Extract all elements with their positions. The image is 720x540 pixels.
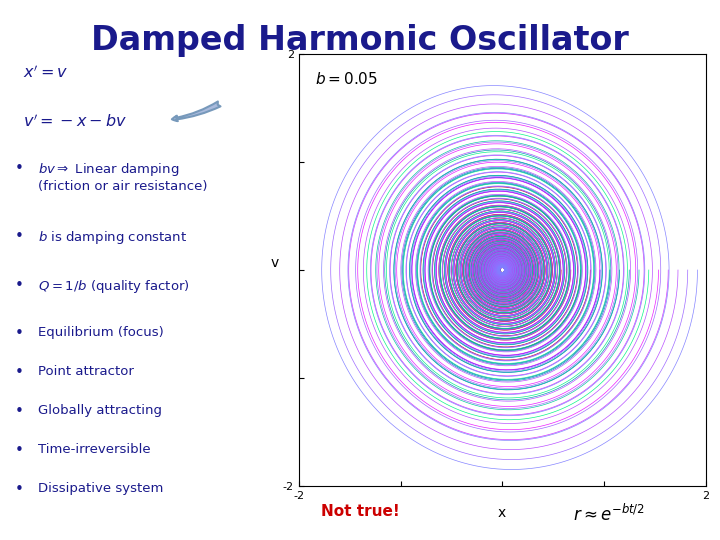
Text: Dissipative system: Dissipative system <box>38 482 163 495</box>
Text: $b = 0.05$: $b = 0.05$ <box>315 71 378 87</box>
Text: •: • <box>14 482 24 497</box>
Text: Time-irreversible: Time-irreversible <box>38 443 150 456</box>
Text: •: • <box>14 365 24 380</box>
Text: •: • <box>14 404 24 419</box>
Text: •: • <box>14 161 24 176</box>
Text: •: • <box>14 326 24 341</box>
Text: $r \approx e^{-bt/2}$: $r \approx e^{-bt/2}$ <box>572 504 644 525</box>
Text: Damped Harmonic Oscillator: Damped Harmonic Oscillator <box>91 24 629 57</box>
Text: $bv \Rightarrow$ Linear damping
(friction or air resistance): $bv \Rightarrow$ Linear damping (frictio… <box>38 161 207 193</box>
X-axis label: x: x <box>498 507 506 521</box>
Text: $v' = -x - bv$: $v' = -x - bv$ <box>23 112 127 130</box>
Text: Equilibrium (focus): Equilibrium (focus) <box>38 326 163 339</box>
Text: Globally attracting: Globally attracting <box>38 404 162 417</box>
Text: $Q = 1/b$ (quality factor): $Q = 1/b$ (quality factor) <box>38 278 189 294</box>
Text: Point attractor: Point attractor <box>38 365 134 378</box>
Text: •: • <box>14 443 24 458</box>
Text: •: • <box>14 278 24 293</box>
Y-axis label: v: v <box>270 256 279 270</box>
Text: •: • <box>14 229 24 244</box>
Text: $b$ is damping constant: $b$ is damping constant <box>38 229 187 246</box>
Text: $x' = v$: $x' = v$ <box>23 64 69 81</box>
Text: Not true!: Not true! <box>320 504 400 519</box>
